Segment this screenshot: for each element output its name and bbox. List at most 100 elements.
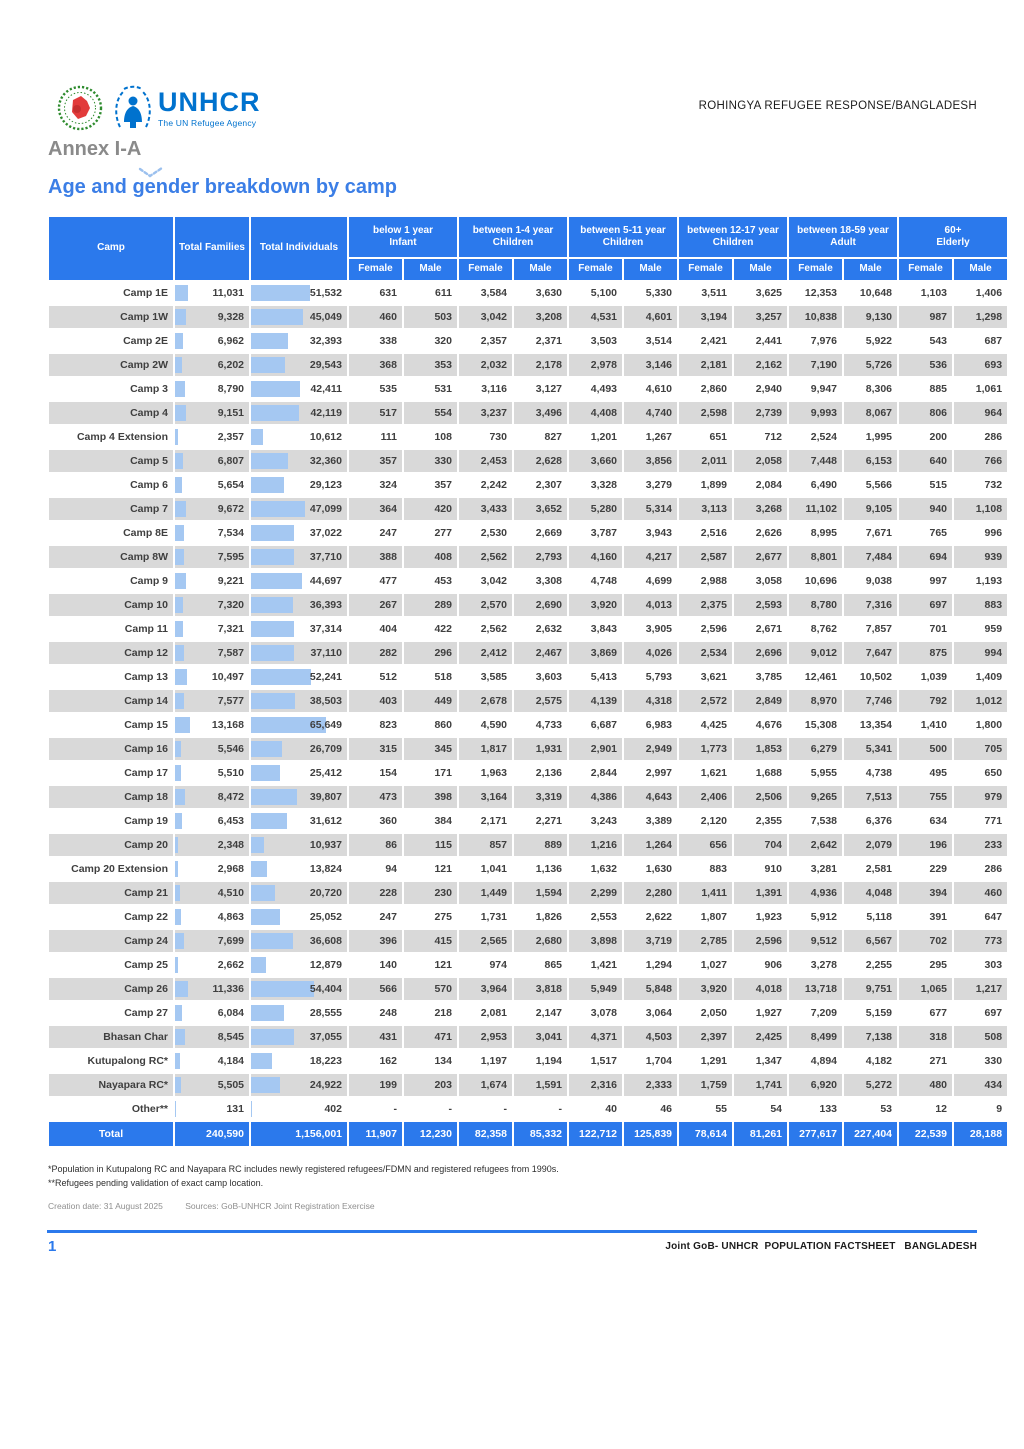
value-cell: 338 [349,330,402,352]
families-cell: 8,545 [175,1026,249,1048]
table-row: Camp 22 4,863 25,052 247 275 1,731 1,826 2,553 2… [49,906,1008,928]
individuals-cell: 36,393 [251,594,347,616]
value-cell: 1,193 [954,570,1008,592]
data-bar [175,477,182,493]
gender-header: Female [679,259,733,280]
gender-header: Female [349,259,402,280]
meta-line: Creation date: 31 August 2025 Sources: G… [48,1201,375,1211]
value-cell: 449 [404,690,457,712]
data-bar [251,717,327,733]
value-cell: 1,411 [679,882,733,904]
individuals-cell: 37,110 [251,642,347,664]
value-cell: 1,773 [679,738,733,760]
value-cell: 1,041 [459,858,512,880]
value-cell: 4,425 [679,714,733,736]
value-cell: 3,058 [734,570,788,592]
value-cell: 1,704 [624,1050,678,1072]
gender-header: Female [899,259,953,280]
value-cell: 9,012 [789,642,843,664]
value-cell: 1,406 [954,282,1008,304]
value-cell: 7,316 [844,594,898,616]
value-cell: 360 [349,810,402,832]
value-cell: 247 [349,906,402,928]
individuals-cell: 47,099 [251,498,347,520]
gender-header: Male [954,259,1008,280]
value-cell: 2,421 [679,330,733,352]
value-cell: 318 [899,1026,953,1048]
value-cell: 2,860 [679,378,733,400]
value-cell: 512 [349,666,402,688]
value-cell: - [349,1098,402,1120]
value-cell: 7,647 [844,642,898,664]
data-bar [251,813,288,829]
column-header: below 1 year Infant [349,217,457,257]
table-row: Camp 9 9,221 44,697 477 453 3,042 3,308 4,748 4,… [49,570,1008,592]
table-header: Camp Total Families Total Individuals below… [49,217,1008,280]
families-cell: 7,577 [175,690,249,712]
value-cell: 2,562 [459,618,512,640]
value-cell: 503 [404,306,457,328]
value-cell: 2,333 [624,1074,678,1096]
value-cell: 3,625 [734,282,788,304]
value-cell: 885 [899,378,953,400]
value-cell: 1,264 [624,834,678,856]
value-cell: 3,920 [569,594,623,616]
value-cell: 3,652 [514,498,568,520]
value-cell: 3,042 [459,570,512,592]
value-cell: 7,976 [789,330,843,352]
data-bar [175,1101,176,1117]
value-cell: 536 [899,354,953,376]
value-cell: 108 [404,426,457,448]
value-cell: 1,927 [734,1002,788,1024]
data-bar [175,693,184,709]
value-cell: 1,421 [569,954,623,976]
value-cell: 2,467 [514,642,568,664]
value-cell: 12 [899,1098,953,1120]
value-cell: 345 [404,738,457,760]
camp-name-cell: Other** [49,1098,173,1120]
column-header: between 5-11 year Children [569,217,678,257]
value-cell: 3,208 [514,306,568,328]
value-cell: 9,512 [789,930,843,952]
value-cell: 650 [954,762,1008,784]
value-cell: 2,680 [514,930,568,952]
value-cell: 3,257 [734,306,788,328]
value-cell: 9,105 [844,498,898,520]
value-cell: 1,201 [569,426,623,448]
value-cell: 115 [404,834,457,856]
value-cell: 3,237 [459,402,512,424]
data-bar [175,645,184,661]
value-cell: 3,898 [569,930,623,952]
value-cell: 228 [349,882,402,904]
value-cell: 2,280 [624,882,678,904]
value-cell: 1,632 [569,858,623,880]
value-cell: 2,011 [679,450,733,472]
individuals-cell: 25,412 [251,762,347,784]
table-row: Camp 4 9,151 42,119 517 554 3,237 3,496 4,408 4,… [49,402,1008,424]
value-cell: 4,643 [624,786,678,808]
value-cell: 2,524 [789,426,843,448]
camp-name-cell: Camp 13 [49,666,173,688]
value-cell: 2,628 [514,450,568,472]
value-cell: 5,955 [789,762,843,784]
gender-header: Male [404,259,457,280]
value-cell: 1,217 [954,978,1008,1000]
value-cell: 860 [404,714,457,736]
footnotes: *Population in Kutupalong RC and Nayapar… [48,1163,559,1191]
families-cell: 6,453 [175,810,249,832]
data-bar [251,669,312,685]
value-cell: 687 [954,330,1008,352]
value-cell: 2,316 [569,1074,623,1096]
value-cell: 883 [679,858,733,880]
value-cell: 5,341 [844,738,898,760]
value-cell: 2,355 [734,810,788,832]
data-bar [175,357,183,373]
camp-name-cell: Camp 18 [49,786,173,808]
table-row: Camp 2E 6,962 32,393 338 320 2,357 2,371 3,503 3… [49,330,1008,352]
families-cell: 6,807 [175,450,249,472]
individuals-cell: 402 [251,1098,347,1120]
column-header: between 12-17 year Children [679,217,788,257]
value-cell: 508 [954,1026,1008,1048]
value-cell: 1,731 [459,906,512,928]
camp-name-cell: Camp 12 [49,642,173,664]
